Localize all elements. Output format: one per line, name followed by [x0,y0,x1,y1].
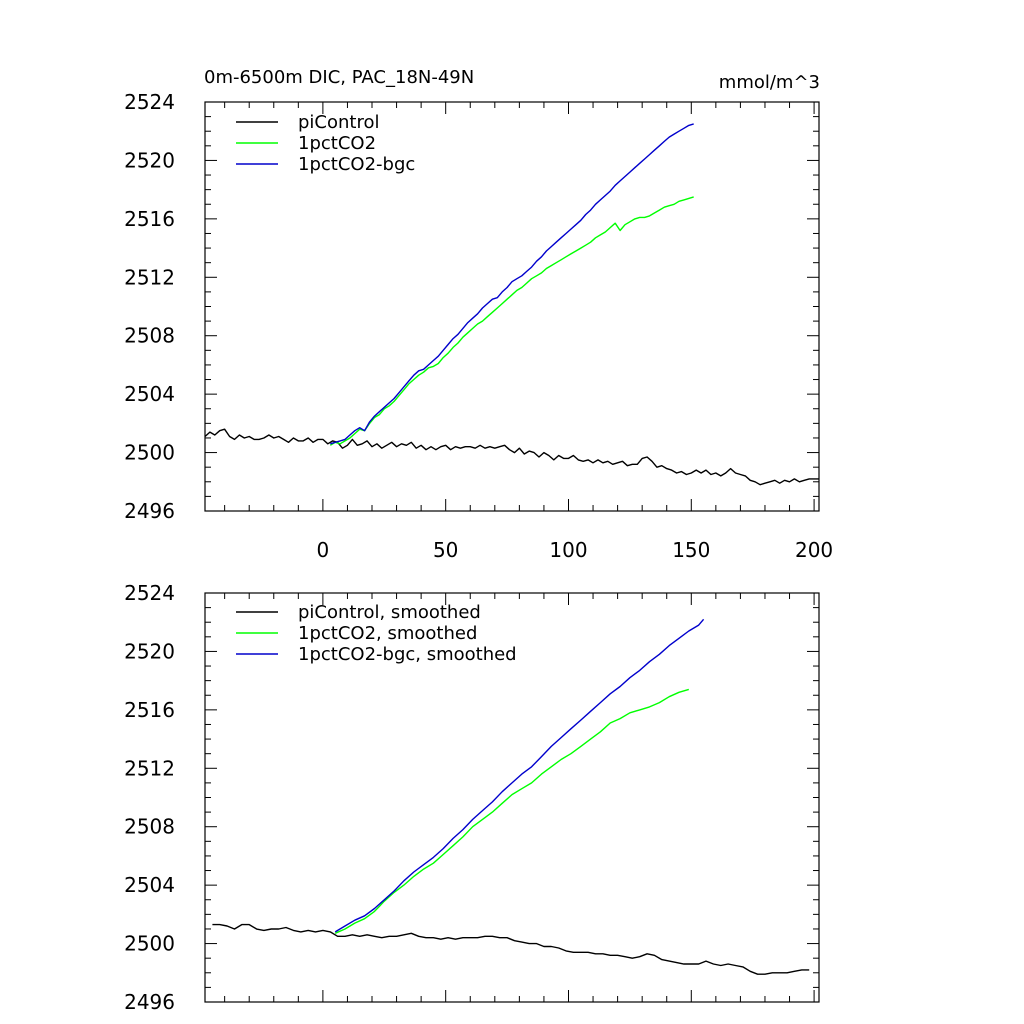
legend-label: piControl, smoothed [298,602,481,623]
legend-label: 1pctCO2-bgc, smoothed [298,644,517,665]
x-tick-label: 50 [433,538,458,562]
y-tick-label: 2504 [124,382,175,406]
axes-frame: 2496 2500 2504 2508 2512 2516 2520 2524 0 50 100 15… [124,90,833,562]
series-line-picontrol [204,428,819,486]
series-layer [212,618,810,975]
y-tick-label: 2504 [124,873,175,897]
x-tick-label: 100 [549,538,587,562]
series-layer [204,123,819,486]
series-line-1pctco2-bgc-smoothed [334,618,705,933]
y-tick-label: 2508 [124,324,175,348]
y-tick-label: 2520 [124,639,175,663]
y-tick-label: 2496 [124,990,175,1014]
y-tick-label: 2516 [124,207,175,231]
x-tick-label: 150 [672,538,710,562]
series-line-1pctco2-smoothed [334,688,689,934]
legend-label: piControl [298,112,380,133]
axes-frame: 2496 2500 2504 2508 2512 2516 2520 2524 [124,581,820,1014]
x-tick-label: 0 [317,538,330,562]
legend-label: 1pctCO2 [298,133,376,154]
top-panel: 0m-6500m DIC, PAC_18N-49N mmol/m^3 24962… [124,67,833,562]
series-line-1pctco2 [329,196,694,446]
y-tick-label: 2500 [124,441,175,465]
y-tick-label: 2500 [124,932,175,956]
y-tick-label: 2524 [124,581,175,605]
y-tick-label: 2516 [124,698,175,722]
y-tick-label: 2508 [124,815,175,839]
chart-title: 0m-6500m DIC, PAC_18N-49N [204,67,474,88]
bottom-panel: 2496 2500 2504 2508 2512 2516 2520 2524 piContr… [124,581,820,1014]
units-label: mmol/m^3 [719,72,820,93]
legend-label: 1pctCO2, smoothed [298,623,477,644]
series-line-1pctco2-bgc [330,123,694,445]
y-tick-label: 2520 [124,148,175,172]
y-tick-label: 2512 [124,265,175,289]
y-tick-label: 2496 [124,499,175,523]
x-tick-label: 200 [795,538,833,562]
series-line-picontrol-smoothed [212,923,810,975]
y-tick-label: 2524 [124,90,175,114]
y-tick-label: 2512 [124,756,175,780]
legend-label: 1pctCO2-bgc [298,154,415,175]
